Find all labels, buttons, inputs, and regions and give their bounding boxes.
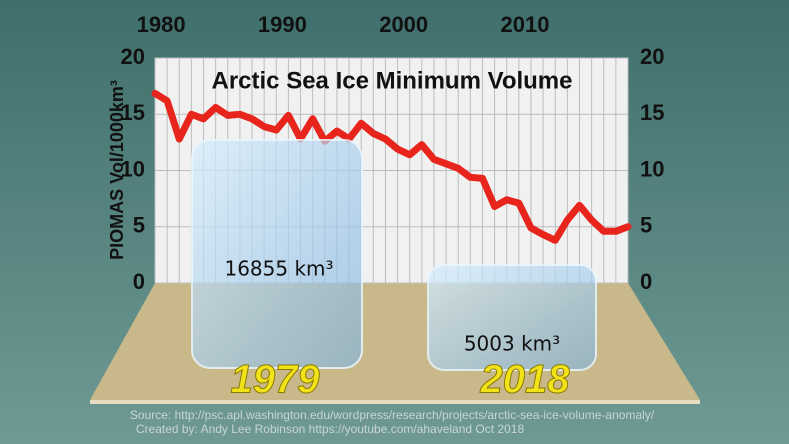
cube-year: 2018 — [480, 358, 571, 402]
data-line — [151, 89, 632, 244]
ice-cube-2018 — [427, 264, 597, 371]
y-axis-label: PIOMAS Vol/1000km³ — [107, 80, 127, 260]
x-tick-label: 2000 — [379, 12, 428, 37]
y2-tick-label: 5 — [640, 213, 652, 238]
y2-tick-label: 0 — [640, 269, 652, 294]
x-tick-label: 2010 — [500, 12, 549, 37]
y2-tick-label: 15 — [640, 100, 664, 125]
y-tick-label: 15 — [121, 100, 145, 125]
y-tick-label: 0 — [133, 269, 145, 294]
chart-title: Arctic Sea Ice Minimum Volume — [212, 67, 573, 94]
y-tick-label: 5 — [133, 213, 145, 238]
y-tick-label: 10 — [121, 156, 145, 181]
x-tick-label: 1990 — [258, 12, 307, 37]
floor-edge — [90, 400, 700, 404]
y-tick-label: 20 — [121, 44, 145, 69]
credit: Created by: Andy Lee Robinson https://yo… — [136, 422, 525, 436]
y2-tick-label: 10 — [640, 156, 664, 181]
cube-year: 1979 — [231, 358, 321, 402]
map-floor — [90, 283, 700, 400]
x-tick-label: 1980 — [137, 12, 186, 37]
cube-label: 16855 km³ — [224, 257, 333, 281]
ice-cube-1979 — [191, 139, 363, 369]
y2-tick-label: 20 — [640, 44, 664, 69]
cube-label: 5003 km³ — [464, 332, 560, 356]
source: Source: http://psc.apl.washington.edu/wo… — [130, 408, 655, 422]
